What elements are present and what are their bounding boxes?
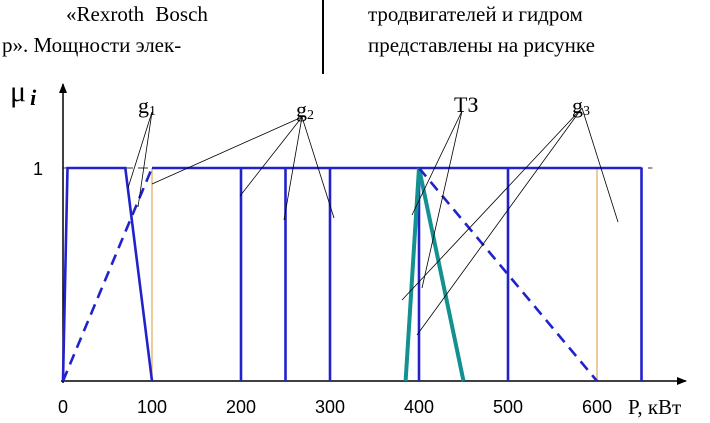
x-axis-label: P, кВт	[628, 395, 681, 419]
y-tick-label: 1	[33, 159, 43, 179]
annotation-leader-line	[416, 107, 583, 336]
annotation-leader-line	[151, 116, 303, 185]
series-g3-line	[418, 167, 598, 382]
text-right-line1: тродвигателей и гидром	[368, 2, 583, 26]
annotation-label: g2	[296, 97, 314, 123]
annotation-leader-line	[239, 116, 303, 197]
annotation-leader-line	[421, 110, 463, 289]
annotation-leader-line	[401, 107, 583, 301]
annotation-label: ТЗ	[454, 92, 478, 117]
annotation-leader-line	[283, 116, 303, 221]
annotation-leader-line	[127, 111, 153, 189]
annotation-leader-line	[301, 116, 335, 219]
annotation-leader-line	[411, 110, 463, 216]
x-tick-label: 300	[315, 397, 345, 417]
x-tick-label: 200	[226, 397, 256, 417]
text-left-line1: «Rexroth Bosch	[66, 2, 208, 26]
series-g1-line	[61, 166, 154, 382]
x-tick-label: 400	[404, 397, 434, 417]
series-tz-line	[403, 167, 466, 382]
text-left-line2: р». Мощности элек-	[2, 33, 182, 57]
annotation-label: g3	[572, 93, 590, 119]
x-tick-label: 100	[137, 397, 167, 417]
column-divider	[322, 0, 324, 74]
series-g1-line	[61, 167, 154, 382]
annotation-leader-line	[137, 111, 153, 208]
x-tick-label: 0	[58, 397, 68, 417]
x-tick-label: 600	[582, 397, 612, 417]
annotation-leader-line	[581, 107, 619, 223]
annotation-label: g1	[138, 93, 156, 119]
text-right-line2: представлены на рисунке	[368, 33, 595, 57]
x-tick-label: 500	[493, 397, 523, 417]
